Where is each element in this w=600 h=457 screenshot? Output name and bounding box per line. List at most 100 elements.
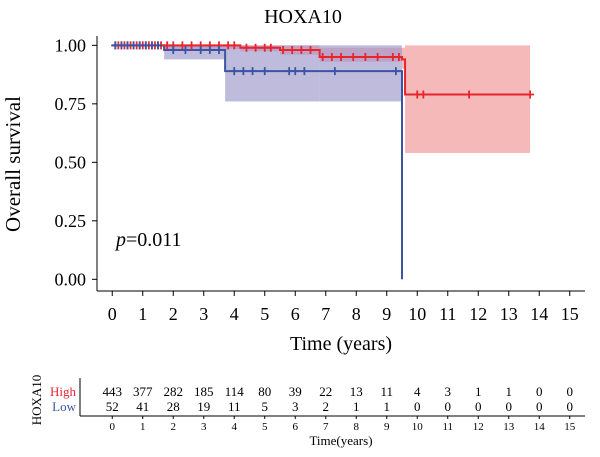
x-tick-label: 4: [230, 304, 239, 324]
risk-table-x-tick-label: 10: [412, 421, 424, 433]
x-tick-label: 5: [260, 304, 269, 324]
risk-table-x-tick-label: 15: [564, 421, 576, 433]
low-at-risk-count: 19: [197, 399, 210, 414]
low-at-risk-count: 1: [353, 399, 360, 414]
low-at-risk-count: 2: [323, 399, 330, 414]
x-tick-label: 8: [352, 304, 361, 324]
low-at-risk-count: 28: [167, 399, 180, 414]
low-censor-mark: [291, 67, 300, 76]
high-at-risk-count: 39: [289, 384, 302, 399]
p-value: =0.011: [126, 229, 182, 251]
risk-table-x-tick-label: 13: [503, 421, 515, 433]
low-censor-mark: [260, 67, 269, 76]
low-at-risk-count: 5: [262, 399, 269, 414]
high-censor-mark: [361, 53, 370, 62]
high-censor-mark: [242, 43, 251, 52]
high-at-risk-count: 377: [133, 384, 153, 399]
risk-table-x-tick-label: 5: [262, 421, 268, 433]
y-tick-label: 0.25: [55, 211, 87, 231]
censor-marks: [111, 41, 535, 99]
x-tick-label: 12: [469, 304, 487, 324]
high-censor-mark: [526, 90, 535, 99]
low-ci-band: [225, 45, 320, 102]
low-at-risk-count: 1: [384, 399, 391, 414]
x-tick-label: 15: [561, 304, 579, 324]
low-at-risk-count: 0: [506, 399, 513, 414]
low-at-risk-count: 41: [136, 399, 149, 414]
p-value-annotation: p=0.011: [114, 229, 182, 251]
high-at-risk-count: 22: [319, 384, 332, 399]
risk-table-x-tick-label: 1: [140, 421, 146, 433]
x-tick-label: 1: [138, 304, 147, 324]
x-tick-label: 2: [169, 304, 178, 324]
x-tick-label: 10: [408, 304, 426, 324]
low-at-risk-count: 11: [228, 399, 241, 414]
high-censor-mark: [266, 43, 275, 52]
high-censor-mark: [230, 41, 239, 50]
high-at-risk-count: 1: [475, 384, 482, 399]
risk-table-x-tick-label: 6: [293, 421, 299, 433]
low-row-label: Low: [52, 399, 76, 414]
low-censor-mark: [205, 46, 214, 55]
high-censor-mark: [327, 53, 336, 62]
low-censor-mark: [239, 67, 248, 76]
low-at-risk-count: 0: [567, 399, 574, 414]
high-at-risk-count: 0: [536, 384, 543, 399]
high-row-label: High: [50, 384, 77, 399]
high-ci-band: [402, 47, 406, 69]
high-censor-mark: [373, 53, 382, 62]
risk-table-group-label: HOXA10: [29, 375, 44, 426]
high-survival-line: [112, 44, 531, 96]
risk-table-x-tick-label: 0: [110, 421, 116, 433]
high-censor-mark: [251, 43, 260, 52]
high-censor-mark: [337, 53, 345, 62]
y-tick-label: 1.00: [55, 35, 87, 55]
high-at-risk-count: 13: [350, 384, 363, 399]
low-at-risk-count: 0: [414, 399, 421, 414]
high-at-risk-count: 282: [164, 384, 184, 399]
high-censor-mark: [297, 46, 306, 55]
high-at-risk-count: 1: [506, 384, 513, 399]
low-censor-mark: [230, 67, 239, 76]
y-tick-label: 0.00: [55, 269, 87, 289]
x-tick-label: 3: [199, 304, 208, 324]
low-ci-band: [319, 45, 402, 102]
high-at-risk-count: 185: [194, 384, 214, 399]
x-tick-label: 6: [291, 304, 300, 324]
x-tick-label: 11: [439, 304, 456, 324]
high-at-risk-count: 114: [225, 384, 245, 399]
y-tick-label: 0.75: [55, 94, 87, 114]
high-at-risk-count: 11: [380, 384, 393, 399]
risk-table-x-tick-label: 14: [534, 421, 546, 433]
x-axis-label: Time (years): [290, 333, 392, 355]
axes: 0.000.250.500.751.000 1 2 3 4 5 6 7 8 9 10 11 12 13 14…: [55, 35, 585, 324]
high-at-risk-count: 443: [103, 384, 123, 399]
high-at-risk-count: 80: [258, 384, 271, 399]
confidence-bands: [164, 45, 531, 153]
risk-table-x-tick-label: 9: [384, 421, 390, 433]
risk-table-x-tick-label: 8: [354, 421, 360, 433]
high-censor-mark: [288, 46, 297, 55]
low-censor-mark: [330, 67, 339, 76]
risk-table-x-tick-label: 7: [323, 421, 329, 433]
low-censor-mark: [248, 67, 257, 76]
risk-table-x-tick-label: 4: [232, 421, 238, 433]
high-censor-mark: [318, 53, 327, 62]
high-censor-mark: [279, 46, 288, 55]
high-censor-mark: [178, 41, 187, 50]
high-at-risk-count: 0: [567, 384, 574, 399]
x-tick-label: 13: [500, 304, 518, 324]
risk-table-x-tick-label: 2: [171, 421, 177, 433]
risk-table-x-tick-label: 11: [442, 421, 453, 433]
low-at-risk-count: 3: [292, 399, 299, 414]
x-tick-label: 9: [382, 304, 391, 324]
low-at-risk-count: 0: [445, 399, 452, 414]
risk-table-x-tick-label: 12: [473, 421, 484, 433]
low-censor-mark: [215, 46, 223, 55]
risk-table-x-tick-label: 3: [201, 421, 207, 433]
high-censor-mark: [394, 53, 403, 62]
high-censor-mark: [465, 90, 474, 99]
low-at-risk-count: 52: [106, 399, 119, 414]
